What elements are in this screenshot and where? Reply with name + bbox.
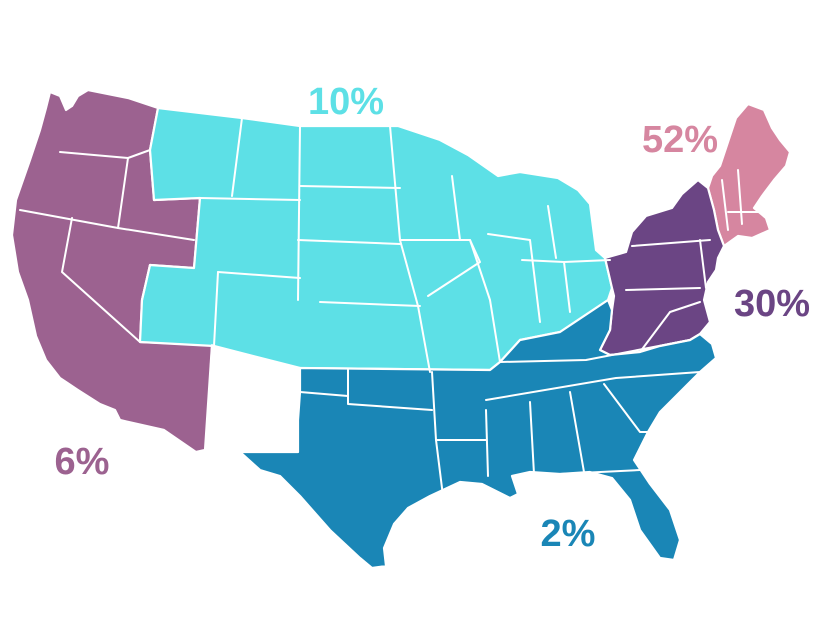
label-midatlantic: 30% <box>734 283 810 325</box>
label-northeast: 52% <box>642 119 718 161</box>
region-northeast-shape[interactable] <box>706 102 792 248</box>
region-south-shape[interactable] <box>238 298 718 570</box>
label-west: 6% <box>55 441 110 483</box>
region-west-shape[interactable] <box>10 88 214 454</box>
region-south[interactable] <box>238 298 718 570</box>
label-south: 2% <box>541 513 596 555</box>
region-northeast[interactable] <box>706 102 792 248</box>
state-borders <box>19 117 767 505</box>
region-midwest[interactable] <box>138 106 614 372</box>
region-midatlantic[interactable] <box>598 178 726 357</box>
region-west[interactable] <box>10 88 214 454</box>
label-midwest: 10% <box>308 81 384 123</box>
region-midwest-shape[interactable] <box>138 106 614 372</box>
region-midatlantic-shape[interactable] <box>598 178 726 357</box>
